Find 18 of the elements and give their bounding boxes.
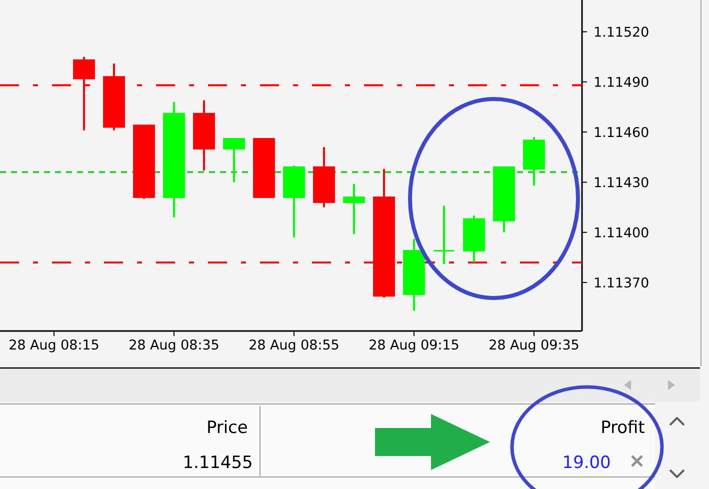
y-tick-label: 1.11460 — [595, 126, 648, 138]
y-tick-label: 1.11370 — [595, 277, 648, 288]
y-tick-label: 1.11430 — [595, 177, 648, 188]
x-tick-label: 28 Aug 09:15 — [370, 339, 458, 352]
x-tick-label: 28 Aug 08:15 — [10, 339, 98, 352]
candlestick — [223, 138, 245, 184]
y-tick-label: 1.11400 — [595, 227, 648, 238]
candlestick — [433, 204, 455, 266]
y-tick-label: 1.11520 — [595, 26, 648, 37]
x-tick-label: 28 Aug 09:35 — [490, 339, 578, 352]
y-tick-label: 1.11490 — [595, 76, 648, 87]
text: 1.11455 — [184, 456, 252, 468]
x-tick-label: 28 Aug 08:55 — [250, 339, 338, 352]
candlestick — [343, 182, 365, 236]
text: 19.00 — [564, 455, 610, 468]
x-tick-label: 28 Aug 08:35 — [130, 339, 218, 352]
text: Price — [208, 420, 247, 434]
text: Profit — [602, 420, 644, 434]
